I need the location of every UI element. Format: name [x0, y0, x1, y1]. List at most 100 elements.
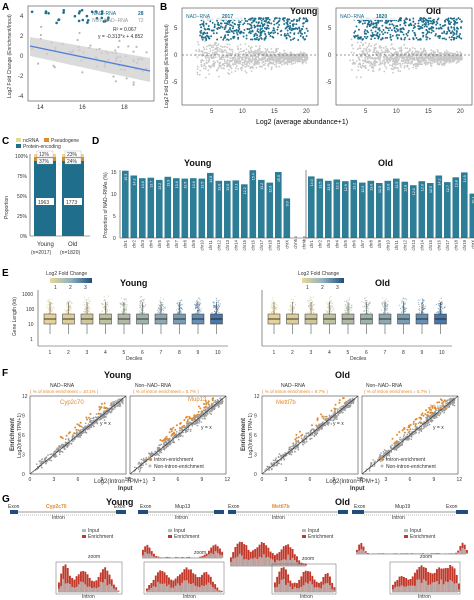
point: [269, 61, 272, 63]
nad-point: [306, 20, 309, 23]
point: [363, 48, 365, 50]
nad-point: [419, 17, 422, 19]
point: [50, 309, 52, 311]
nad-point: [283, 33, 286, 35]
point: [294, 62, 297, 64]
point: [119, 402, 121, 405]
bar: [376, 183, 383, 238]
nad-point: [354, 30, 357, 33]
nad-point: [235, 31, 238, 34]
nad-point: [270, 31, 273, 34]
nad-point: [377, 28, 380, 31]
point: [113, 401, 116, 403]
bar: [461, 172, 468, 238]
point: [245, 55, 248, 57]
point: [107, 407, 109, 410]
x-tick: 20: [303, 109, 310, 115]
point: [204, 51, 207, 54]
y-tick: 10: [111, 192, 117, 198]
nad-point: [443, 30, 446, 33]
decile-tick: 10: [215, 350, 221, 356]
point: [264, 60, 267, 63]
point: [368, 303, 370, 305]
nad-point: [407, 29, 410, 32]
point: [382, 302, 384, 304]
point: [423, 308, 425, 310]
legend-ncrna-swatch: [16, 138, 21, 142]
point: [298, 60, 301, 63]
point: [69, 442, 71, 444]
decile-tick: 4: [104, 350, 107, 356]
nad-point: [365, 37, 368, 40]
point: [217, 43, 220, 46]
point: [400, 307, 402, 309]
category-label: chr3: [326, 239, 331, 248]
point: [287, 55, 290, 58]
nad-point: [289, 39, 292, 41]
category-label: chr18: [453, 239, 458, 250]
point: [455, 62, 458, 64]
nad-point: [293, 28, 296, 30]
point: [311, 302, 313, 304]
point: [51, 298, 53, 300]
point: [196, 424, 199, 427]
point: [158, 454, 160, 457]
point: [102, 303, 104, 305]
point: [402, 305, 404, 307]
point: [272, 301, 274, 303]
intron-enriched-point: [105, 406, 108, 409]
point: [418, 305, 420, 307]
point: [249, 47, 252, 49]
point: [279, 62, 282, 65]
point: [428, 58, 431, 60]
point: [220, 45, 222, 47]
point: [241, 63, 244, 66]
point: [366, 307, 368, 309]
nad-point: [266, 21, 269, 24]
point: [351, 304, 353, 306]
young-protein-count: 1963: [38, 200, 49, 206]
point: [164, 307, 166, 309]
point: [436, 57, 439, 60]
point: [305, 61, 308, 64]
nad-point: [372, 26, 375, 29]
point: [356, 41, 359, 44]
nad-point: [302, 36, 305, 39]
point: [195, 312, 197, 314]
point: [295, 311, 297, 313]
point: [196, 73, 199, 76]
point: [344, 309, 346, 311]
nad-point: [202, 36, 205, 39]
bar-value-label: 12.7: [446, 185, 450, 192]
category-label: chr15: [242, 239, 247, 250]
nad-point: [455, 33, 458, 35]
point: [162, 312, 164, 314]
non-nad-point: [114, 80, 117, 83]
nad-point: [273, 29, 276, 32]
non-nad-point: [114, 49, 117, 52]
bar: [384, 180, 392, 238]
point: [277, 53, 279, 55]
point: [244, 51, 247, 54]
panel-c: C ncRNA Pseudogene Protein-encoding Prop…: [0, 134, 92, 264]
category-label: chr5: [157, 239, 162, 248]
point: [392, 71, 394, 74]
point: [84, 309, 86, 311]
point: [70, 442, 73, 445]
nad-point: [286, 18, 289, 21]
point: [54, 455, 57, 457]
nad-point: [304, 20, 307, 23]
nad-point: [284, 27, 287, 30]
point: [415, 67, 418, 70]
point: [43, 460, 46, 462]
point: [349, 59, 351, 62]
nad-point: [366, 25, 369, 28]
nad-point: [250, 17, 253, 20]
point: [291, 54, 293, 57]
nad-point: [223, 28, 226, 31]
point: [387, 57, 390, 60]
nad-point: [55, 21, 58, 25]
nad-point: [297, 39, 300, 41]
nad-point: [242, 31, 245, 34]
point: [199, 311, 201, 313]
